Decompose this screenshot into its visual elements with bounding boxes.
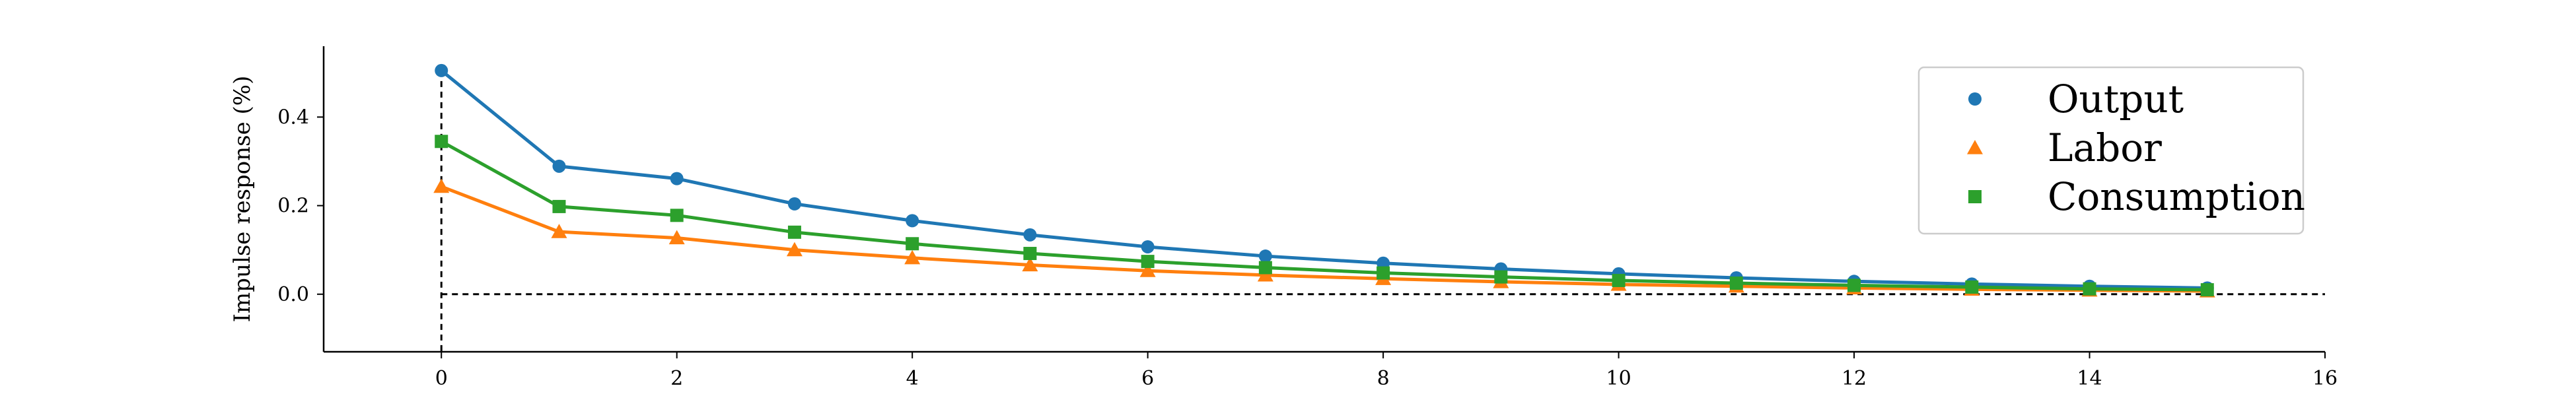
x-tick-label: 12: [1842, 367, 1867, 390]
series-consumption: [435, 135, 2214, 297]
labor-point: [551, 224, 567, 238]
labor-point: [668, 230, 685, 245]
consumption-point: [2200, 283, 2214, 297]
legend-marker-labor: [1967, 140, 1983, 154]
x-tick-label: 10: [1606, 367, 1631, 390]
labor-point: [1139, 263, 1156, 277]
x-tick-label: 2: [670, 367, 683, 390]
x-tick-label: 6: [1141, 367, 1154, 390]
x-tick-label: 0: [435, 367, 448, 390]
labor-point: [904, 249, 921, 265]
legend-label-output: Output: [2048, 77, 2184, 121]
y-axis-label: Impulse response (%): [229, 76, 256, 323]
output-point: [552, 159, 566, 173]
consumption-point: [1258, 261, 1272, 275]
consumption-point: [906, 237, 919, 251]
output-point: [906, 214, 919, 228]
legend-marker-output: [1968, 92, 1982, 106]
labor-line: [441, 185, 2207, 293]
axes: [322, 46, 2325, 353]
consumption-point: [1847, 279, 1861, 292]
x-tick-label: 16: [2312, 367, 2338, 390]
legend-label-labor: Labor: [2048, 125, 2162, 170]
labor-point: [433, 178, 450, 193]
legend-label-consumption: Consumption: [2048, 174, 2305, 219]
consumption-line: [441, 140, 2207, 292]
consumption-point: [1377, 266, 1390, 280]
output-point: [1023, 228, 1037, 242]
reference-lines: [440, 70, 2325, 352]
consumption-point: [1023, 247, 1037, 261]
output-point: [1258, 249, 1272, 263]
consumption-point: [1729, 276, 1743, 290]
legend-marker-consumption: [1968, 190, 1982, 203]
x-tick-label: 4: [906, 367, 919, 390]
consumption-point: [1965, 280, 1979, 294]
series-group: [433, 63, 2215, 298]
consumption-point: [1141, 255, 1155, 269]
output-point: [670, 172, 684, 185]
output-point: [1141, 240, 1155, 253]
output-point: [787, 197, 801, 211]
output-point: [435, 63, 448, 77]
legend-box: [1917, 66, 2305, 235]
y-tick-label: 0.4: [277, 106, 309, 129]
x-tick-label: 8: [1377, 367, 1390, 390]
labor-point: [786, 242, 803, 257]
consumption-point: [1612, 273, 1626, 287]
y-tick-label: 0.2: [277, 195, 309, 218]
consumption-point: [787, 225, 801, 239]
labor-point: [1257, 267, 1273, 282]
y-tick-label: 0.0: [277, 283, 309, 306]
consumption-point: [1494, 270, 1508, 284]
consumption-point: [435, 135, 448, 148]
tick-labels: 0 2 4 6 8 10 12 14 16 0.0 0.2 0.4: [277, 106, 2338, 390]
labor-point: [1022, 257, 1038, 272]
x-tick-label: 14: [2077, 367, 2102, 390]
consumption-point: [552, 199, 566, 213]
consumption-point: [670, 209, 684, 222]
consumption-point: [2083, 282, 2096, 296]
output-line: [440, 69, 2207, 290]
